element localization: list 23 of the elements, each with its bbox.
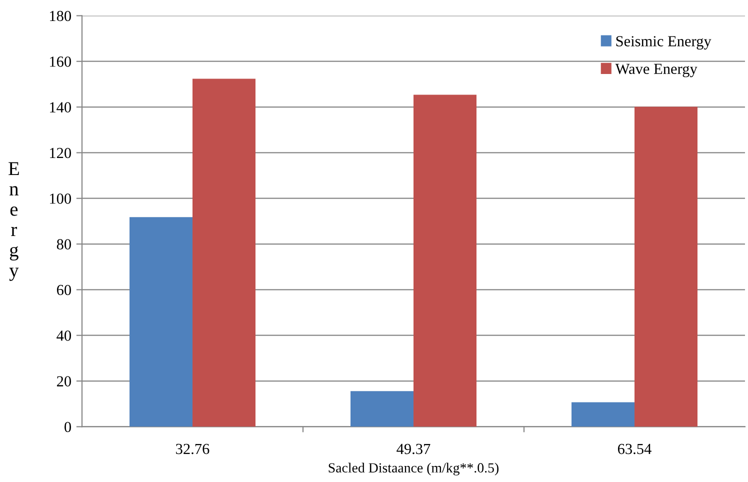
x-tick-label: 63.54 xyxy=(618,444,652,454)
y-tick-label: 60 xyxy=(56,284,71,296)
y-tick-label: 140 xyxy=(50,102,71,112)
y-tick-label: 80 xyxy=(56,239,71,250)
legend-label: Seismic Energy xyxy=(616,36,712,50)
bar xyxy=(350,391,414,427)
x-axis-title: Sacled Distaance (m/kg**.0.5) xyxy=(328,462,499,476)
y-tick-label: 160 xyxy=(50,56,71,67)
bar xyxy=(130,217,192,427)
x-tick-label: 32.76 xyxy=(176,444,210,454)
y-tick-label: 180 xyxy=(50,10,71,22)
x-tick-label: 49.37 xyxy=(396,444,430,454)
y-tick-label: 40 xyxy=(56,330,71,341)
bar xyxy=(192,78,256,427)
bar xyxy=(572,402,634,427)
legend-label: Wave Energy xyxy=(615,64,698,78)
y-tick-label: 100 xyxy=(50,194,71,204)
y-tick-label: 0 xyxy=(64,422,71,432)
y-tick-label: 120 xyxy=(50,148,71,158)
bar xyxy=(414,94,476,427)
y-tick-label: 20 xyxy=(56,376,71,386)
y-axis-title: Energy xyxy=(8,162,19,281)
bar xyxy=(634,106,698,427)
